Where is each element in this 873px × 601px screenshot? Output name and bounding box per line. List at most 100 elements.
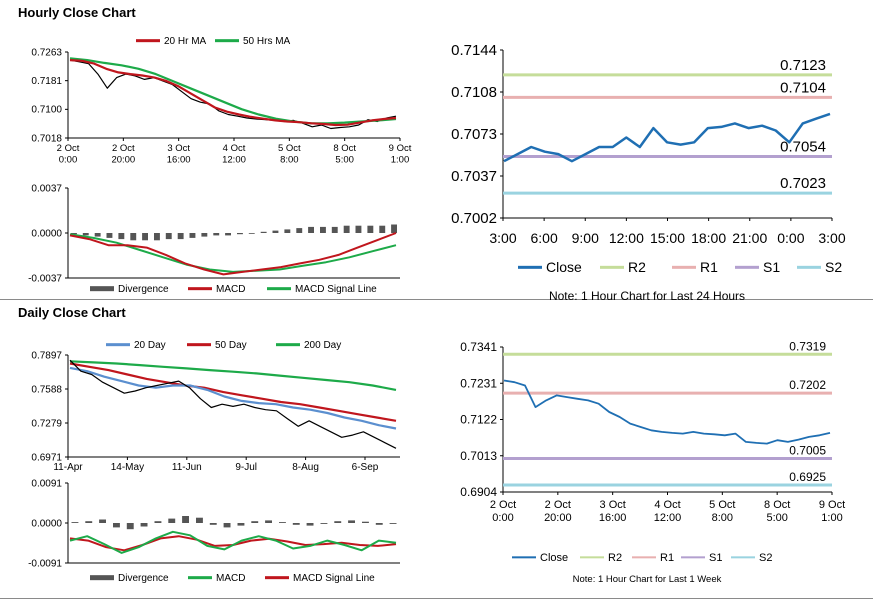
daily-divergence-bar xyxy=(168,518,176,523)
daily-divergence-bar xyxy=(126,523,134,530)
legend-20hr-ma-swatch xyxy=(136,39,160,43)
hourly-24h-xtick-label: 0:00 xyxy=(777,230,804,246)
legend-hourly-divergence-label: Divergence xyxy=(118,284,169,295)
daily-divergence-bar xyxy=(389,523,397,524)
hourly-24h-r2-label: 0.7123 xyxy=(780,57,826,74)
weekly-xtick-label: 9 Oct 1:00 xyxy=(819,499,845,524)
weekly-s2-label: 0.6925 xyxy=(789,470,826,484)
legend-50-day-swatch xyxy=(187,343,211,347)
hourly-price-ytick-label: 0.7018 xyxy=(31,133,62,144)
daily-divergence-bar xyxy=(85,521,93,523)
legend-weekly-s2-label: S2 xyxy=(759,552,772,564)
hourly-macd-ytick-label: 0.0037 xyxy=(31,183,62,194)
hourly-24h-ytick-label: 0.7073 xyxy=(451,126,497,143)
legend-20-day-label: 20 Day xyxy=(134,340,166,351)
legend-24h-r1-swatch xyxy=(672,265,696,269)
hourly-divergence-bar xyxy=(154,233,160,241)
hourly-24h-s2-label: 0.7023 xyxy=(780,175,826,192)
daily-divergence-bar xyxy=(251,521,259,523)
hourly-price-xtick-label: 8 Oct 5:00 xyxy=(333,143,356,166)
weekly-ytick-label: 0.7231 xyxy=(460,376,497,390)
weekly-s1-label: 0.7005 xyxy=(789,443,826,457)
daily-macd-signal-series xyxy=(69,535,397,552)
hourly-price-xtick-label: 2 Oct 0:00 xyxy=(57,143,80,166)
weekly-xtick-label: 2 Oct 0:00 xyxy=(490,499,516,524)
daily-divergence-bar xyxy=(223,523,231,528)
section-divider xyxy=(0,299,873,300)
daily-chart-title: Daily Close Chart xyxy=(18,305,126,320)
legend-50hrs-ma-swatch xyxy=(215,39,239,43)
legend-24h-r2-swatch xyxy=(600,265,624,269)
hourly-24h-xtick-label: 15:00 xyxy=(650,230,685,246)
weekly-xtick-label: 2 Oct 20:00 xyxy=(544,499,572,524)
legend-hourly-divergence-swatch xyxy=(90,286,114,292)
daily-20-day-series xyxy=(69,366,397,430)
hourly-24h-close-series xyxy=(503,112,831,163)
daily-50-day-series xyxy=(69,362,397,422)
hourly-24h-s1-label: 0.7054 xyxy=(780,138,826,155)
hourly-divergence-bar xyxy=(331,226,338,233)
daily-divergence-bar xyxy=(99,519,106,523)
legend-weekly-r1-swatch xyxy=(632,556,656,559)
hourly-divergence-bar xyxy=(130,233,137,241)
weekly-close-series xyxy=(503,379,831,445)
hourly-24h-xtick-label: 9:00 xyxy=(572,230,599,246)
weekly-note: Note: 1 Hour Chart for Last 1 Week xyxy=(573,574,722,585)
legend-20-day-swatch xyxy=(106,343,130,347)
hourly-24h-xtick-label: 3:00 xyxy=(818,230,845,246)
weekly-xtick-label: 3 Oct 16:00 xyxy=(599,499,627,524)
hourly-divergence-bar xyxy=(106,233,113,238)
hourly-divergence-bar xyxy=(82,233,89,236)
legend-200-day-swatch xyxy=(276,343,300,347)
legend-weekly-s1-swatch xyxy=(681,556,705,559)
hourly-macd-ytick-label: 0.0000 xyxy=(31,228,62,239)
hourly-divergence-bar xyxy=(320,226,326,233)
hourly-divergence-bar xyxy=(71,233,77,235)
hourly-chart-title: Hourly Close Chart xyxy=(18,5,136,20)
hourly-24h-ytick-label: 0.7002 xyxy=(451,210,497,227)
legend-50-day-label: 50 Day xyxy=(215,340,247,351)
hourly-24h-ytick-label: 0.7144 xyxy=(451,42,497,59)
legend-daily-macd-signal-swatch xyxy=(265,576,289,580)
legend-daily-divergence-swatch xyxy=(90,575,114,581)
hourly-divergence-bar xyxy=(272,230,279,233)
hourly-divergence-bar xyxy=(213,233,220,236)
hourly-24h-note: Note: 1 Hour Chart for Last 24 Hours xyxy=(549,289,745,303)
daily-macd-series xyxy=(69,530,397,554)
hourly-divergence-bar xyxy=(189,233,196,238)
hourly-24h-r1-label: 0.7104 xyxy=(780,79,826,96)
legend-24h-close-swatch xyxy=(518,265,542,269)
hourly-24h-ytick-label: 0.7037 xyxy=(451,168,497,185)
legend-24h-s2-swatch xyxy=(797,265,821,269)
legend-24h-close-label: Close xyxy=(546,259,582,275)
legend-daily-macd-swatch xyxy=(188,576,212,580)
hourly-divergence-bar xyxy=(142,233,148,241)
legend-daily-macd-label: MACD xyxy=(216,573,245,584)
daily-close-series xyxy=(69,359,397,449)
legend-daily-macd-signal-label: MACD Signal Line xyxy=(293,573,375,584)
legend-hourly-macd-signal-label: MACD Signal Line xyxy=(295,284,377,295)
legend-24h-s1-swatch xyxy=(735,265,759,269)
hourly-divergence-bar xyxy=(355,225,362,233)
legend-50hrs-ma-label: 50 Hrs MA xyxy=(243,36,291,47)
legend-24h-s2-label: S2 xyxy=(825,259,842,275)
daily-price-ytick-label: 0.7279 xyxy=(31,418,62,429)
daily-divergence-bar xyxy=(320,523,328,524)
daily-price-xtick-label: 14-May xyxy=(111,462,144,473)
legend-hourly-macd-swatch xyxy=(188,287,212,291)
hourly-24h-ytick-label: 0.7108 xyxy=(451,84,497,101)
hourly-macd-ytick-label: -0.0037 xyxy=(28,273,62,284)
hourly-divergence-bar xyxy=(177,233,184,240)
weekly-ytick-label: 0.7013 xyxy=(460,449,497,463)
hourly-close-series xyxy=(69,59,397,130)
daily-divergence-bar xyxy=(362,521,369,523)
legend-weekly-r1-label: R1 xyxy=(660,552,674,564)
daily-price-xtick-label: 6-Sep xyxy=(352,462,379,473)
weekly-xtick-label: 5 Oct 8:00 xyxy=(709,499,735,524)
daily-price-xtick-label: 11-Apr xyxy=(53,462,83,473)
hourly-divergence-bar xyxy=(201,233,208,237)
daily-price-ytick-label: 0.6971 xyxy=(31,452,62,463)
daily-price-ytick-label: 0.7897 xyxy=(31,350,62,361)
daily-divergence-bar xyxy=(348,520,355,523)
